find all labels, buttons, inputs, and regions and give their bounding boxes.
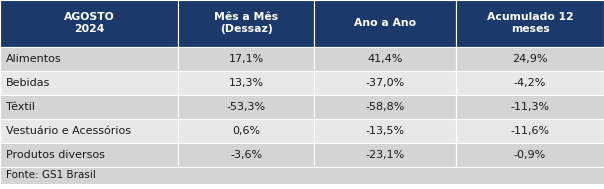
Text: 41,4%: 41,4% — [367, 54, 403, 64]
Bar — [314, 143, 456, 167]
Bar — [456, 95, 604, 119]
Text: -37,0%: -37,0% — [365, 78, 405, 88]
Text: -23,1%: -23,1% — [365, 150, 405, 160]
Bar — [178, 71, 314, 95]
Text: Alimentos: Alimentos — [6, 54, 62, 64]
Text: 24,9%: 24,9% — [512, 54, 548, 64]
Text: Fonte: GS1 Brasil: Fonte: GS1 Brasil — [6, 170, 96, 180]
Text: Têxtil: Têxtil — [6, 102, 35, 112]
Bar — [178, 95, 314, 119]
Bar — [314, 95, 456, 119]
Text: Ano a Ano: Ano a Ano — [354, 19, 416, 29]
Bar — [314, 0, 456, 47]
Bar — [456, 143, 604, 167]
Text: -11,6%: -11,6% — [510, 126, 550, 136]
Bar — [178, 0, 314, 47]
Bar — [456, 119, 604, 143]
Text: Produtos diversos: Produtos diversos — [6, 150, 105, 160]
Text: Acumulado 12
meses: Acumulado 12 meses — [487, 12, 573, 35]
Bar — [178, 47, 314, 71]
Text: Mês a Mês
(Dessaz): Mês a Mês (Dessaz) — [214, 12, 278, 35]
Text: -3,6%: -3,6% — [230, 150, 262, 160]
Text: -0,9%: -0,9% — [514, 150, 546, 160]
Bar — [0, 143, 178, 167]
Text: -13,5%: -13,5% — [365, 126, 405, 136]
Bar — [0, 47, 178, 71]
Text: -53,3%: -53,3% — [226, 102, 266, 112]
Bar — [456, 71, 604, 95]
Text: AGOSTO
2024: AGOSTO 2024 — [63, 12, 115, 35]
Bar — [456, 47, 604, 71]
Bar — [314, 119, 456, 143]
Text: Bebidas: Bebidas — [6, 78, 50, 88]
Text: 13,3%: 13,3% — [228, 78, 264, 88]
Text: -58,8%: -58,8% — [365, 102, 405, 112]
Text: 0,6%: 0,6% — [232, 126, 260, 136]
Text: Vestuário e Acessórios: Vestuário e Acessórios — [6, 126, 131, 136]
Bar — [314, 71, 456, 95]
Bar — [0, 119, 178, 143]
Bar — [456, 0, 604, 47]
Bar — [314, 47, 456, 71]
Bar — [0, 0, 178, 47]
Bar — [178, 119, 314, 143]
Bar — [0, 95, 178, 119]
Bar — [178, 143, 314, 167]
Text: -11,3%: -11,3% — [510, 102, 550, 112]
Text: 17,1%: 17,1% — [228, 54, 264, 64]
Bar — [0, 167, 604, 184]
Text: -4,2%: -4,2% — [514, 78, 546, 88]
Bar — [0, 71, 178, 95]
